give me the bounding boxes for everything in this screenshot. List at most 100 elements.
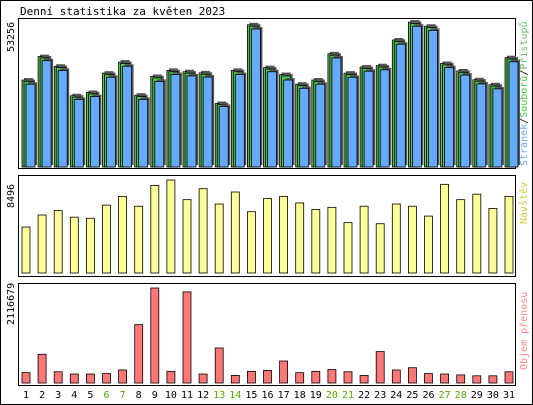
bar-visits-day-31 (504, 195, 514, 274)
bar-visits-day-30 (488, 208, 498, 274)
day-label-11: 11 (181, 390, 193, 401)
day-label-29: 29 (471, 390, 483, 401)
bar-volume-day-25 (407, 367, 417, 384)
bar-pages-day-29 (476, 83, 487, 168)
bar-visits-day-23 (375, 223, 385, 274)
bar-volume-day-31 (504, 371, 514, 384)
legend-hits: Přístupů (518, 21, 530, 69)
day-label-3: 3 (55, 390, 61, 401)
bar-pages-day-17 (283, 79, 294, 168)
bar-pages-day-25 (411, 25, 422, 168)
bar-visits-day-4 (69, 216, 79, 274)
bar-visits-day-5 (86, 217, 95, 274)
bar-pages-day-31 (508, 61, 519, 168)
bar-pages-day-9 (154, 81, 165, 168)
panel-hits-bars (21, 20, 520, 168)
bar-visits-day-7 (118, 195, 127, 274)
bar-visits-day-9 (150, 185, 160, 274)
bar-volume-day-2 (37, 353, 47, 384)
bar-volume-day-22 (359, 374, 369, 384)
bar-visits-day-16 (263, 198, 272, 274)
bar-visits-day-28 (456, 199, 466, 274)
bar-volume-day-1 (21, 372, 31, 384)
chart-title: Denní statistika za květen 2023 (20, 5, 225, 18)
bar-pages-day-28 (460, 74, 471, 168)
bar-pages-day-10 (170, 74, 181, 168)
bar-pages-day-1 (25, 83, 36, 168)
bar-volume-day-12 (198, 373, 208, 384)
day-label-27: 27 (439, 390, 451, 401)
bar-pages-day-11 (186, 75, 197, 168)
bar-volume-day-16 (263, 370, 272, 384)
bar-volume-day-10 (166, 370, 176, 384)
day-label-22: 22 (358, 390, 370, 401)
day-label-8: 8 (136, 390, 142, 401)
day-label-2: 2 (39, 390, 45, 401)
bar-visits-day-3 (53, 210, 63, 274)
bar-volume-day-21 (343, 371, 353, 384)
day-label-7: 7 (120, 390, 126, 401)
bar-pages-day-24 (395, 43, 406, 168)
legend-separator: / (519, 70, 530, 76)
bar-pages-day-5 (90, 96, 100, 168)
bar-volume-day-28 (456, 374, 466, 384)
bar-visits-day-19 (311, 209, 321, 274)
bar-pages-day-19 (315, 83, 326, 168)
panel-volume-frame (18, 283, 516, 386)
panel-volume-ymax: 2116679 (6, 283, 17, 325)
bar-visits-day-11 (182, 199, 192, 274)
day-label-23: 23 (374, 390, 386, 401)
day-label-5: 5 (87, 390, 93, 401)
bar-volume-day-14 (230, 374, 240, 384)
day-label-26: 26 (422, 390, 434, 401)
bar-pages-day-30 (492, 88, 503, 168)
legend-separator: / (519, 118, 530, 124)
bar-visits-day-17 (279, 195, 289, 274)
bar-volume-day-20 (327, 369, 337, 384)
bar-volume-day-3 (53, 371, 63, 384)
bar-volume-day-29 (472, 375, 482, 384)
day-label-13: 13 (213, 390, 225, 401)
bar-pages-day-23 (379, 69, 390, 168)
day-label-30: 30 (487, 390, 499, 401)
day-label-17: 17 (278, 390, 290, 401)
bar-volume-day-9 (150, 287, 160, 384)
bar-visits-day-21 (343, 222, 353, 274)
bar-volume-day-4 (69, 373, 79, 384)
legend-volume: Objem přenosu (518, 292, 530, 370)
day-label-15: 15 (245, 390, 257, 401)
bar-pages-day-16 (267, 71, 277, 168)
day-label-31: 31 (503, 390, 515, 401)
day-label-18: 18 (294, 390, 306, 401)
bar-volume-day-7 (118, 369, 127, 384)
bar-pages-day-2 (41, 60, 52, 168)
panel-visits-ymax: 8496 (6, 184, 17, 208)
bar-volume-day-15 (246, 370, 256, 384)
day-label-1: 1 (23, 390, 29, 401)
bar-pages-day-3 (57, 69, 68, 168)
day-label-21: 21 (342, 390, 354, 401)
bar-visits-day-24 (391, 203, 401, 274)
day-label-14: 14 (229, 390, 241, 401)
day-label-6: 6 (103, 390, 109, 401)
bar-volume-day-6 (102, 373, 111, 384)
bar-visits-day-8 (134, 205, 144, 274)
bar-volume-day-26 (424, 373, 433, 384)
bar-visits-day-25 (407, 205, 417, 274)
bar-volume-day-17 (279, 360, 289, 384)
bar-volume-day-11 (182, 291, 192, 384)
panel-visits-bars (21, 179, 514, 274)
panel-hits-ymax: 53256 (6, 22, 17, 52)
bar-pages-day-18 (299, 87, 310, 168)
legend-visits: Návštěv (518, 182, 530, 224)
bar-pages-day-14 (234, 74, 245, 168)
bar-volume-day-24 (391, 369, 401, 384)
bar-visits-day-12 (198, 188, 208, 274)
bar-pages-day-27 (444, 67, 455, 168)
bar-pages-day-12 (202, 76, 213, 168)
bar-visits-day-14 (230, 191, 240, 274)
bar-volume-day-13 (214, 347, 224, 384)
bar-visits-day-22 (359, 205, 369, 274)
bar-pages-day-22 (363, 70, 374, 168)
